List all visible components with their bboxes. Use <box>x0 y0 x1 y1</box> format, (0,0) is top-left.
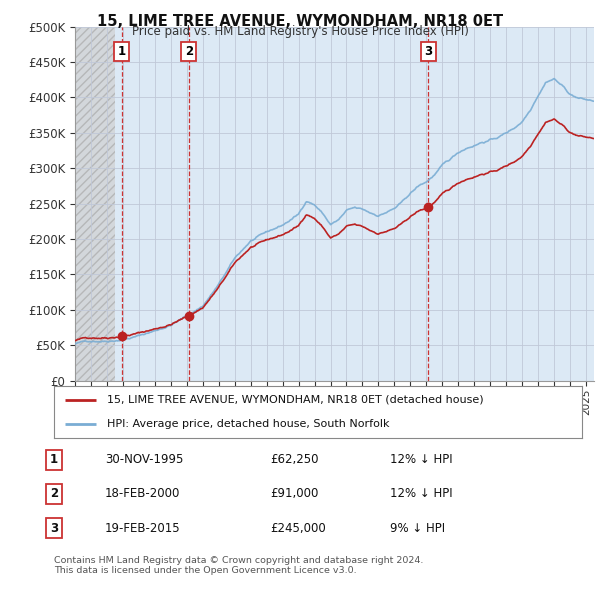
Text: HPI: Average price, detached house, South Norfolk: HPI: Average price, detached house, Sout… <box>107 419 389 429</box>
Text: 18-FEB-2000: 18-FEB-2000 <box>105 487 181 500</box>
Text: 3: 3 <box>50 522 58 535</box>
Text: £91,000: £91,000 <box>270 487 319 500</box>
Bar <box>75 27 115 381</box>
Text: 2: 2 <box>185 45 193 58</box>
Text: Price paid vs. HM Land Registry's House Price Index (HPI): Price paid vs. HM Land Registry's House … <box>131 25 469 38</box>
Text: 9% ↓ HPI: 9% ↓ HPI <box>390 522 445 535</box>
Text: 1: 1 <box>118 45 125 58</box>
Text: £245,000: £245,000 <box>270 522 326 535</box>
Text: £62,250: £62,250 <box>270 453 319 466</box>
Text: 3: 3 <box>424 45 433 58</box>
Text: 19-FEB-2015: 19-FEB-2015 <box>105 522 181 535</box>
Text: 30-NOV-1995: 30-NOV-1995 <box>105 453 184 466</box>
Text: 15, LIME TREE AVENUE, WYMONDHAM, NR18 0ET (detached house): 15, LIME TREE AVENUE, WYMONDHAM, NR18 0E… <box>107 395 484 405</box>
Text: 12% ↓ HPI: 12% ↓ HPI <box>390 453 452 466</box>
Text: 1: 1 <box>50 453 58 466</box>
Text: Contains HM Land Registry data © Crown copyright and database right 2024.
This d: Contains HM Land Registry data © Crown c… <box>54 556 424 575</box>
Text: 15, LIME TREE AVENUE, WYMONDHAM, NR18 0ET: 15, LIME TREE AVENUE, WYMONDHAM, NR18 0E… <box>97 14 503 28</box>
Text: 12% ↓ HPI: 12% ↓ HPI <box>390 487 452 500</box>
Text: 2: 2 <box>50 487 58 500</box>
